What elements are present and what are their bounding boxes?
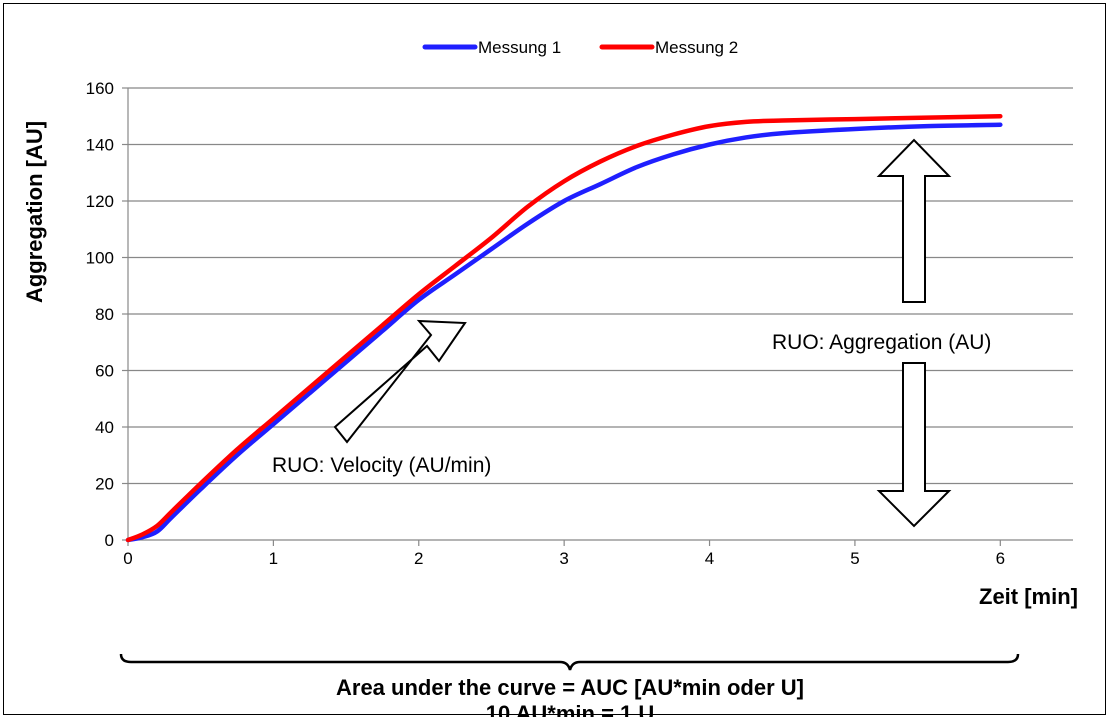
x-tick-labels: 0 1 2 3 4 5 6: [123, 549, 1005, 568]
aggregation-down-arrow: [876, 362, 952, 528]
x-axis-label: Zeit [min]: [979, 584, 1078, 609]
auc-label-line-1: Area under the curve = AUC [AU*min oder …: [336, 675, 804, 700]
y-tick-label-20: 20: [95, 475, 114, 494]
legend-label-messung-1: Messung 1: [478, 38, 561, 57]
series-line-2: [125, 114, 1003, 543]
legend: Messung 1 Messung 2: [422, 38, 738, 57]
x-tick-label-0: 0: [123, 549, 132, 568]
legend-label-messung-2: Messung 2: [655, 38, 738, 57]
y-tick-label-0: 0: [105, 531, 114, 550]
series-lines: [125, 114, 1003, 543]
x-tick-label-4: 4: [705, 549, 714, 568]
figure-frame: [3, 3, 1106, 715]
y-tick-label-60: 60: [95, 362, 114, 381]
y-tick-label-140: 140: [86, 136, 114, 155]
y-tick-label-80: 80: [95, 305, 114, 324]
x-tick-label-1: 1: [269, 549, 278, 568]
auc-label-line-2: 10 AU*min = 1 U: [486, 701, 655, 717]
x-tick-label-6: 6: [996, 549, 1005, 568]
velocity-arrow: [333, 319, 467, 444]
y-tick-label-100: 100: [86, 249, 114, 268]
y-axis-label: Aggregation [AU]: [22, 121, 47, 303]
aggregation-up-arrow: [876, 138, 952, 303]
x-tick-label-3: 3: [559, 549, 568, 568]
y-tick-label-160: 160: [86, 79, 114, 98]
y-tick-label-40: 40: [95, 418, 114, 437]
x-tick-label-5: 5: [850, 549, 859, 568]
axes: [122, 87, 1073, 546]
series-line-1: [125, 122, 1003, 543]
aggregation-annotation: RUO: Aggregation (AU): [772, 331, 991, 354]
y-tick-label-120: 120: [86, 192, 114, 211]
y-tick-labels: 0 20 40 60 80 100 120 140 160: [86, 79, 114, 550]
x-tick-label-2: 2: [414, 549, 423, 568]
velocity-annotation: RUO: Velocity (AU/min): [272, 454, 491, 477]
auc-brace: [119, 653, 1020, 671]
